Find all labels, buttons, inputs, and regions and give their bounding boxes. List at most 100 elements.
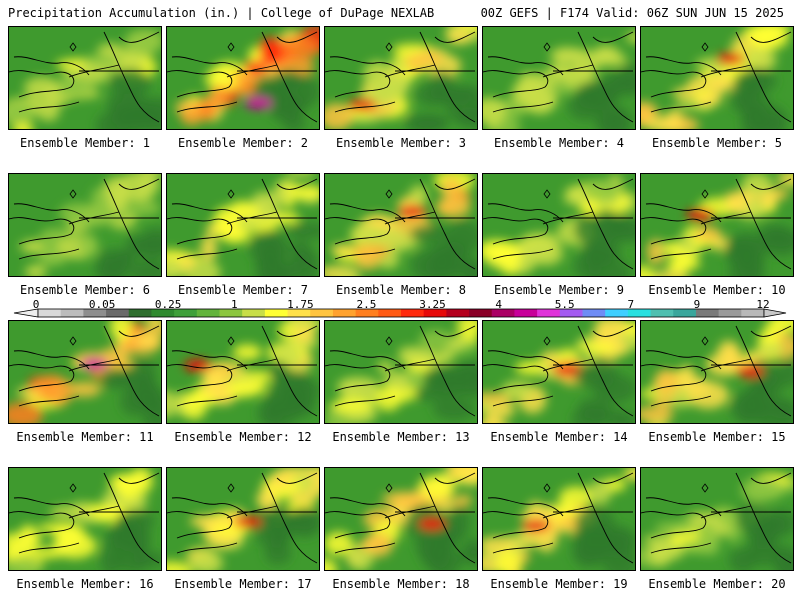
member-label-6: Ensemble Member: 6 (19, 283, 151, 297)
member-map-5 (640, 26, 794, 130)
diamond-marker (69, 483, 77, 493)
colorbar-swatch (537, 309, 561, 317)
diamond-marker (543, 189, 551, 199)
map-outline (592, 31, 634, 43)
map-outline (434, 472, 476, 484)
map-outline (118, 325, 160, 337)
chart-title: Precipitation Accumulation (in.) | Colle… (8, 6, 435, 20)
colorbar-tick-label: 0 (32, 298, 40, 311)
map-outline (419, 472, 476, 564)
map-outline (167, 364, 233, 392)
colorbar-swatch (514, 309, 538, 317)
map-outline (329, 56, 406, 76)
member-map-2 (166, 26, 320, 130)
map-outline (13, 497, 90, 517)
map-outline (167, 70, 233, 98)
map-outline (735, 472, 792, 564)
map-outline (641, 217, 707, 245)
map-outline (261, 31, 318, 123)
map-outline (18, 101, 80, 113)
colorbar-swatch (287, 309, 311, 317)
member-label-5: Ensemble Member: 5 (651, 136, 783, 150)
diamond-marker (543, 336, 551, 346)
map-outline (483, 70, 549, 98)
colorbar-swatch (355, 309, 379, 317)
map-outline (735, 178, 792, 270)
run-valid-time: 00Z GEFS | F174 Valid: 06Z SUN JUN 15 20… (480, 6, 784, 20)
colorbar-tick-label: 3.25 (419, 298, 446, 311)
map-outline (384, 64, 436, 78)
map-outline (176, 395, 238, 407)
map-outline (226, 64, 278, 78)
map-outline (542, 505, 594, 519)
map-outline (334, 395, 396, 407)
diamond-marker (385, 42, 393, 52)
map-outline (261, 472, 318, 564)
map-outline (167, 511, 233, 539)
colorbar-swatch (423, 309, 447, 317)
colorbar-tick-label: 9 (693, 298, 701, 311)
map-outline (542, 358, 594, 372)
member-map-19 (482, 467, 636, 571)
member-map-7 (166, 173, 320, 277)
diamond-marker (227, 336, 235, 346)
map-outline (650, 101, 712, 113)
diamond-marker (69, 189, 77, 199)
map-outline (592, 178, 634, 190)
member-label-13: Ensemble Member: 13 (332, 430, 470, 444)
member-label-16: Ensemble Member: 16 (16, 577, 154, 591)
map-outline (171, 203, 248, 223)
member-map-12 (166, 320, 320, 424)
colorbar-swatch (196, 309, 220, 317)
map-outline (325, 70, 391, 98)
map-outline (329, 497, 406, 517)
map-outline (325, 511, 391, 539)
member-map-3 (324, 26, 478, 130)
map-outline (226, 505, 278, 519)
map-outline (645, 350, 722, 370)
member-label-20: Ensemble Member: 20 (648, 577, 786, 591)
map-outline (650, 542, 712, 554)
member-label-11: Ensemble Member: 11 (16, 430, 154, 444)
map-outline (487, 497, 564, 517)
map-outline (334, 542, 396, 554)
colorbar-swatch (128, 309, 152, 317)
colorbar-tick-label: 0.25 (154, 298, 182, 311)
diamond-marker (701, 336, 709, 346)
map-outline (487, 350, 564, 370)
colorbar-swatch (559, 309, 583, 317)
diamond-marker (701, 483, 709, 493)
map-outline (261, 178, 318, 270)
map-outline (645, 497, 722, 517)
colorbar-tick-label: 2.5 (356, 298, 377, 311)
map-outline (700, 211, 752, 225)
map-outline (492, 248, 554, 260)
colorbar-swatch (582, 309, 606, 317)
colorbar-swatch (378, 309, 402, 317)
colorbar-swatch (310, 309, 334, 317)
colorbar-tick-label: 5.5 (554, 298, 575, 311)
colorbar-swatch (695, 309, 720, 317)
map-outline (171, 497, 248, 517)
colorbar-swatch (83, 309, 107, 317)
map-outline (577, 325, 634, 417)
map-outline (650, 395, 712, 407)
precip-colorbar (13, 308, 787, 318)
map-outline (750, 325, 792, 337)
member-map-13 (324, 320, 478, 424)
colorbar-tick-label: 12 (756, 298, 770, 311)
colorbar-max-arrow (763, 308, 787, 318)
map-outline (276, 325, 318, 337)
member-label-2: Ensemble Member: 2 (177, 136, 309, 150)
map-outline (434, 31, 476, 43)
map-outline (171, 350, 248, 370)
member-map-11 (8, 320, 162, 424)
map-outline (103, 178, 160, 270)
member-map-9 (482, 173, 636, 277)
colorbar-swatch (605, 309, 629, 317)
map-outline (325, 364, 391, 392)
member-map-16 (8, 467, 162, 571)
map-outline (492, 101, 554, 113)
map-outline (419, 31, 476, 123)
colorbar-swatch (242, 309, 266, 317)
